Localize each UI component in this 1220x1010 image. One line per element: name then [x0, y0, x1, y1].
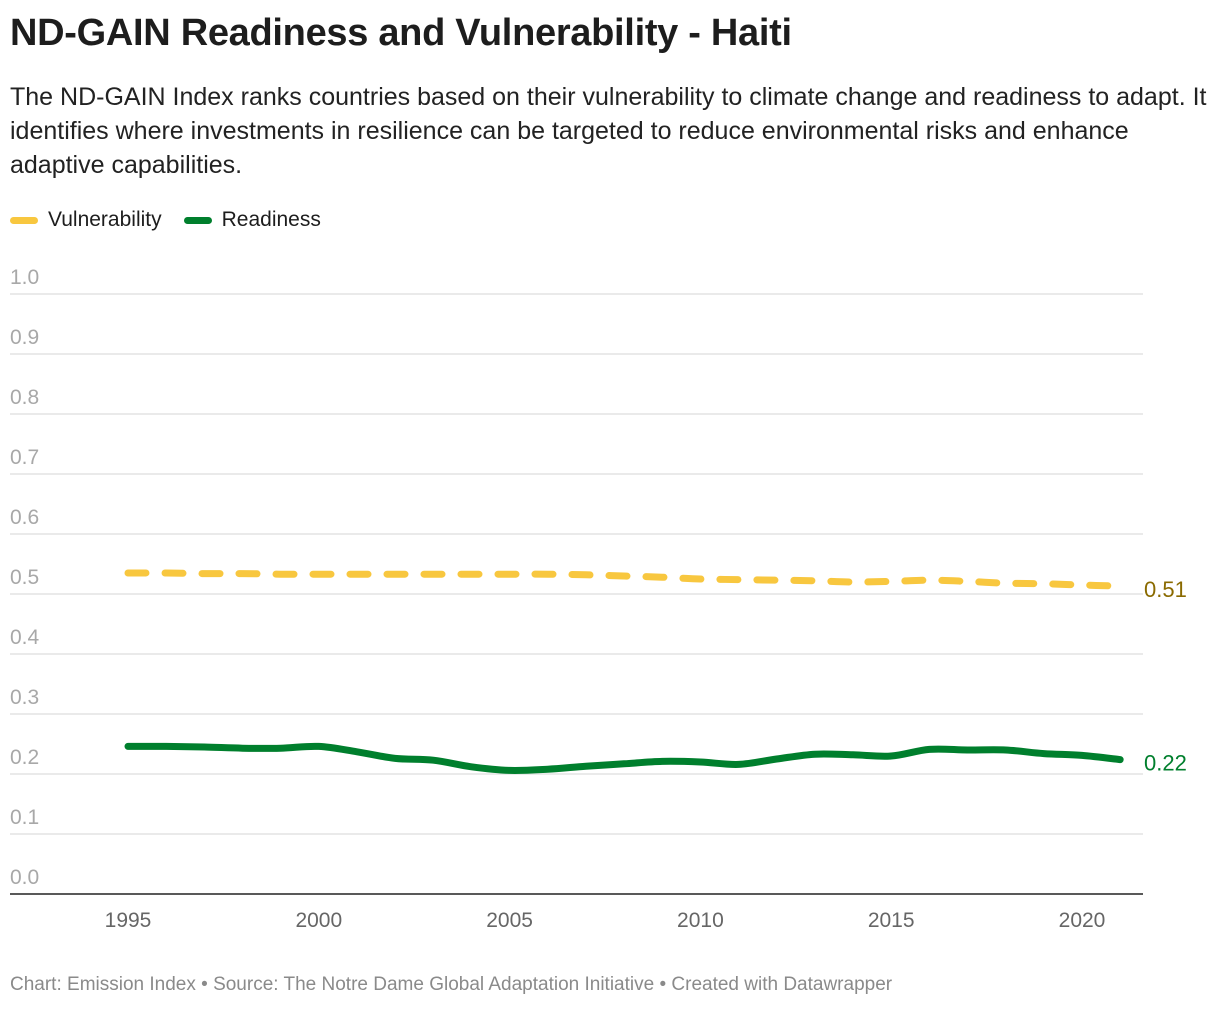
- legend-item-vulnerability: Vulnerability: [10, 208, 162, 232]
- y-tick-label: 0.9: [10, 326, 39, 349]
- chart-description: The ND-GAIN Index ranks countries based …: [10, 83, 1207, 179]
- x-tick-label: 2005: [486, 909, 533, 932]
- y-tick-label: 0.2: [10, 746, 39, 769]
- legend-label: Readiness: [221, 208, 321, 231]
- x-tick-label: 2010: [677, 909, 724, 932]
- y-tick-label: 0.3: [10, 686, 39, 709]
- end-value-label-vulnerability: 0.51: [1144, 577, 1187, 602]
- legend-item-readiness: Readiness: [183, 208, 321, 232]
- y-tick-label: 0.4: [10, 626, 40, 649]
- x-tick-label: 2015: [868, 909, 915, 932]
- legend-label: Vulnerability: [48, 208, 162, 231]
- end-value-label-readiness: 0.22: [1144, 751, 1187, 776]
- legend-swatch-readiness: [183, 216, 212, 224]
- legend: Vulnerability Readiness: [10, 208, 321, 232]
- y-tick-label: 0.0: [10, 866, 39, 889]
- y-tick-label: 0.6: [10, 506, 39, 529]
- y-tick-label: 0.7: [10, 446, 39, 469]
- x-tick-label: 2020: [1059, 909, 1106, 932]
- series-line-readiness: [124, 742, 1124, 774]
- chart-title: ND-GAIN Readiness and Vulnerability - Ha…: [10, 12, 792, 54]
- legend-swatch-vulnerability: [10, 216, 38, 224]
- y-tick-label: 0.8: [10, 386, 39, 409]
- x-tick-label: 2000: [295, 909, 342, 932]
- chart-footer: Chart: Emission Index • Source: The Notr…: [10, 974, 893, 995]
- y-tick-label: 0.5: [10, 566, 39, 589]
- y-tick-label: 0.1: [10, 806, 39, 829]
- y-tick-label: 1.0: [10, 266, 39, 289]
- x-tick-label: 1995: [105, 909, 152, 932]
- series-line-vulnerability: [124, 569, 1124, 590]
